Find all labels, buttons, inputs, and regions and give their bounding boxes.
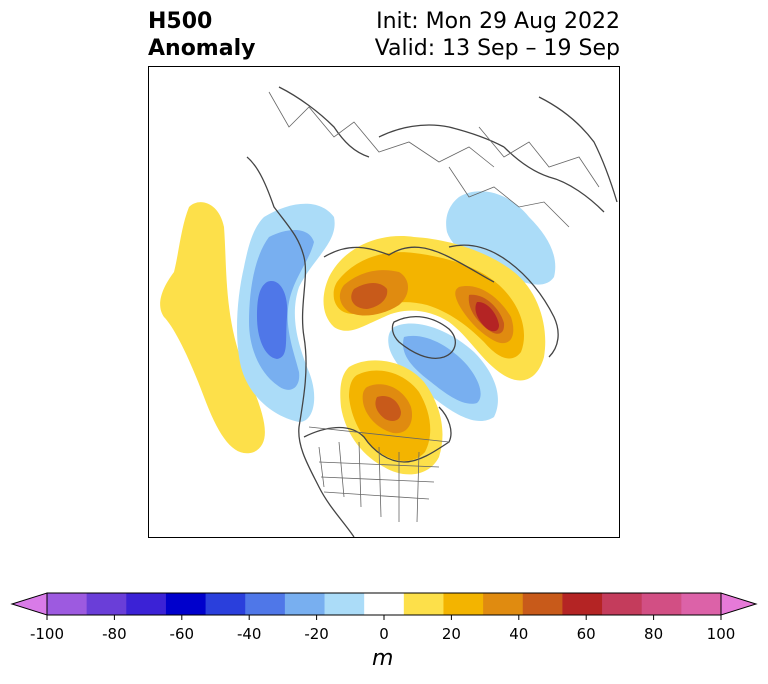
colorbar-bin bbox=[443, 593, 484, 615]
colorbar-labels: -100 -80 -60 -40 -20 0 20 40 60 80 100 bbox=[30, 625, 736, 643]
colorbar-bin bbox=[602, 593, 643, 615]
anomaly-map bbox=[148, 66, 620, 538]
colorbar-bin bbox=[681, 593, 722, 615]
colorbar-tick-label: -20 bbox=[304, 625, 329, 643]
colorbar-bin bbox=[483, 593, 524, 615]
init-date: Init: Mon 29 Aug 2022 bbox=[376, 9, 620, 34]
colorbar-tick-label: -40 bbox=[237, 625, 262, 643]
valid-range: Valid: 13 Sep – 19 Sep bbox=[374, 36, 620, 61]
colorbar-bin bbox=[641, 593, 682, 615]
colorbar-bins bbox=[10, 592, 758, 616]
colorbar-tick-label: -100 bbox=[30, 625, 64, 643]
colorbar bbox=[10, 592, 758, 620]
colorbar-tick-label: 40 bbox=[509, 625, 528, 643]
colorbar-tick-label: 20 bbox=[442, 625, 461, 643]
coastlines bbox=[246, 86, 618, 537]
colorbar-bin bbox=[284, 593, 326, 615]
colorbar-extend-low bbox=[10, 592, 48, 616]
colorbar-tick-label: -60 bbox=[170, 625, 195, 643]
colorbar-bin bbox=[47, 593, 88, 615]
colorbar-bin bbox=[126, 593, 167, 615]
anomaly-positive-hudson bbox=[340, 360, 443, 475]
colorbar-tick-label: 0 bbox=[379, 625, 389, 643]
colorbar-tick-label: -80 bbox=[102, 625, 127, 643]
colorbar-bin bbox=[522, 593, 563, 615]
colorbar-tick-label: 60 bbox=[577, 625, 596, 643]
map-title: H500 Anomaly bbox=[148, 8, 255, 62]
colorbar-bin bbox=[205, 593, 246, 615]
anomaly-negative-greenland bbox=[388, 323, 498, 422]
colorbar-bin bbox=[165, 593, 207, 615]
colorbar-ticks bbox=[46, 615, 722, 620]
colorbar-tick-label: 80 bbox=[644, 625, 663, 643]
colorbar-bin bbox=[324, 593, 365, 615]
anomaly-positive-arctic bbox=[323, 236, 546, 381]
map-dates: Init: Mon 29 Aug 2022 Valid: 13 Sep – 19… bbox=[375, 8, 620, 62]
anomaly-negative-westcoast bbox=[237, 203, 335, 422]
title-variable: H500 bbox=[148, 9, 213, 34]
colorbar-bin bbox=[245, 593, 286, 615]
anomaly-negative-siberia bbox=[446, 191, 556, 285]
map-canvas bbox=[160, 86, 618, 537]
colorbar-bin bbox=[364, 593, 405, 615]
colorbar-tick-label: 100 bbox=[707, 625, 736, 643]
anomaly-positive-pacific bbox=[160, 202, 265, 454]
colorbar-unit: m bbox=[372, 646, 394, 671]
colorbar-extend-high bbox=[720, 592, 758, 616]
title-subtitle: Anomaly bbox=[148, 36, 256, 61]
colorbar-bin bbox=[562, 593, 603, 615]
colorbar-bin bbox=[403, 593, 444, 615]
colorbar-bin bbox=[86, 593, 127, 615]
political-borders bbox=[268, 91, 600, 523]
